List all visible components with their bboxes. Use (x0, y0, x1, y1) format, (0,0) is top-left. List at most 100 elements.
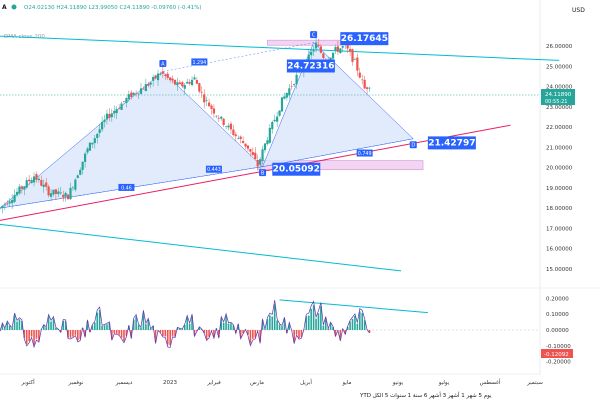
time-tick: سبتمبر (526, 380, 543, 386)
candle-body (266, 140, 269, 145)
time-tick: أبريل (300, 378, 312, 386)
candle-body (74, 179, 77, 190)
candle-body (154, 75, 157, 79)
time-tick: 2023 (163, 380, 177, 386)
candle-body (249, 149, 252, 152)
candle-body (64, 192, 67, 197)
price-tick: 21.00000 (546, 145, 573, 151)
candle-body (47, 186, 50, 196)
bar-countdown: 00:55:21 (545, 99, 567, 105)
candle-body (130, 92, 133, 98)
candle-body (6, 203, 9, 205)
candle-body (186, 81, 189, 84)
candle-body (200, 91, 203, 93)
candle-body (13, 194, 16, 202)
candle-body (276, 116, 279, 122)
candle-body (149, 82, 152, 85)
range-tabs[interactable]: YTD يوم 5 شهر 1 أشهر 3 أشهر 6 سنة 1 سنوا… (359, 391, 492, 399)
candle-body (263, 143, 267, 151)
candle-body (285, 92, 288, 98)
candle-body (115, 109, 118, 114)
candle-body (86, 148, 89, 153)
price-label: 21.42797 (428, 138, 475, 148)
ohlc-readout: O24.02130 H24.11890 L23.99050 C24.11890 … (24, 5, 202, 11)
price-axis[interactable]: 26.00000 25.00000 24.00000 23.00000 22.00000… (546, 44, 573, 273)
candle-body (319, 46, 322, 53)
candle-body (161, 71, 164, 74)
candle-body (314, 42, 318, 49)
candle-body (42, 184, 45, 187)
candle-body (310, 51, 313, 56)
candle-body (139, 88, 143, 94)
ratio-box (205, 165, 222, 173)
candle-body (193, 77, 196, 80)
candle-body (0, 207, 2, 209)
osc-tick: -0.10000 (546, 344, 571, 350)
candle-body (278, 110, 281, 116)
candle-body (159, 73, 162, 75)
candle-body (203, 94, 206, 103)
price-tick: 25.00000 (546, 64, 573, 70)
candle-body (254, 152, 257, 159)
candle-body (35, 174, 38, 180)
oscillator-last-box (541, 349, 573, 358)
price-tick: 15.00000 (546, 267, 573, 273)
pattern-point-box (259, 169, 267, 177)
candle-body (137, 93, 140, 95)
candle-body (91, 142, 94, 145)
candle-body (105, 113, 109, 120)
last-price-box (541, 89, 575, 105)
candle-body (52, 189, 55, 195)
price-tick: 22.00000 (546, 125, 573, 131)
candle-body (156, 73, 160, 81)
trendline-support (0, 124, 511, 221)
candle-body (293, 84, 296, 86)
time-tick: يونيو (392, 380, 404, 386)
candle-body (237, 138, 240, 139)
candle-body (215, 115, 218, 117)
ratio-label: 0.749 (358, 151, 372, 157)
candle-body (11, 199, 14, 204)
oscillator-layer (0, 299, 540, 349)
time-tick: أغسطس (480, 378, 501, 386)
candle-body (341, 46, 344, 48)
candle-body (273, 119, 276, 122)
candle-body (288, 88, 291, 96)
osc-tick: 0.20000 (546, 296, 569, 302)
osc-tick: -0.20000 (546, 360, 571, 366)
ratio-box (118, 183, 135, 191)
price-tick: 18.00000 (546, 206, 573, 212)
ratio-label: 0.443 (207, 167, 221, 173)
oscillator-axis[interactable]: 0.20000 0.10000 0.00000 -0.10000 -0.20000 (546, 296, 571, 365)
time-axis[interactable]: أكتوبر نوفمبر ديسمبر 2023 فبراير مارس أبريل ماي… (20, 378, 543, 386)
candle-body (164, 74, 167, 76)
candle-body (244, 143, 247, 147)
candle-body (171, 78, 174, 81)
candle-body (271, 122, 274, 130)
time-tick: أكتوبر (20, 378, 35, 386)
price-tick: 17.00000 (546, 226, 573, 232)
candle-body (190, 79, 194, 86)
candle-body (232, 129, 235, 136)
candle-body (317, 44, 320, 47)
candle-body (280, 97, 284, 112)
candles-layer (0, 37, 371, 214)
candle-body (30, 180, 33, 184)
candle-body (365, 87, 369, 89)
candle-body (173, 79, 177, 85)
osc-trendline (279, 299, 428, 314)
price-label: 20.05092 (273, 165, 320, 175)
price-tick: 19.00000 (546, 186, 573, 192)
candle-body (122, 101, 126, 102)
candle-body (217, 118, 220, 119)
candle-body (207, 102, 211, 107)
candle-body (198, 83, 201, 92)
price-tick: 20.00000 (546, 166, 573, 172)
candle-body (101, 121, 104, 130)
price-tick: 24.00000 (546, 85, 573, 91)
time-tick: ديسمبر (115, 380, 133, 386)
pattern-point-label: B (261, 171, 265, 177)
pattern-labels-layer: A B C D 0.46 1.294 0.443 0.749 26.17645 24.72316 2… (118, 31, 476, 191)
candle-body (142, 88, 145, 90)
